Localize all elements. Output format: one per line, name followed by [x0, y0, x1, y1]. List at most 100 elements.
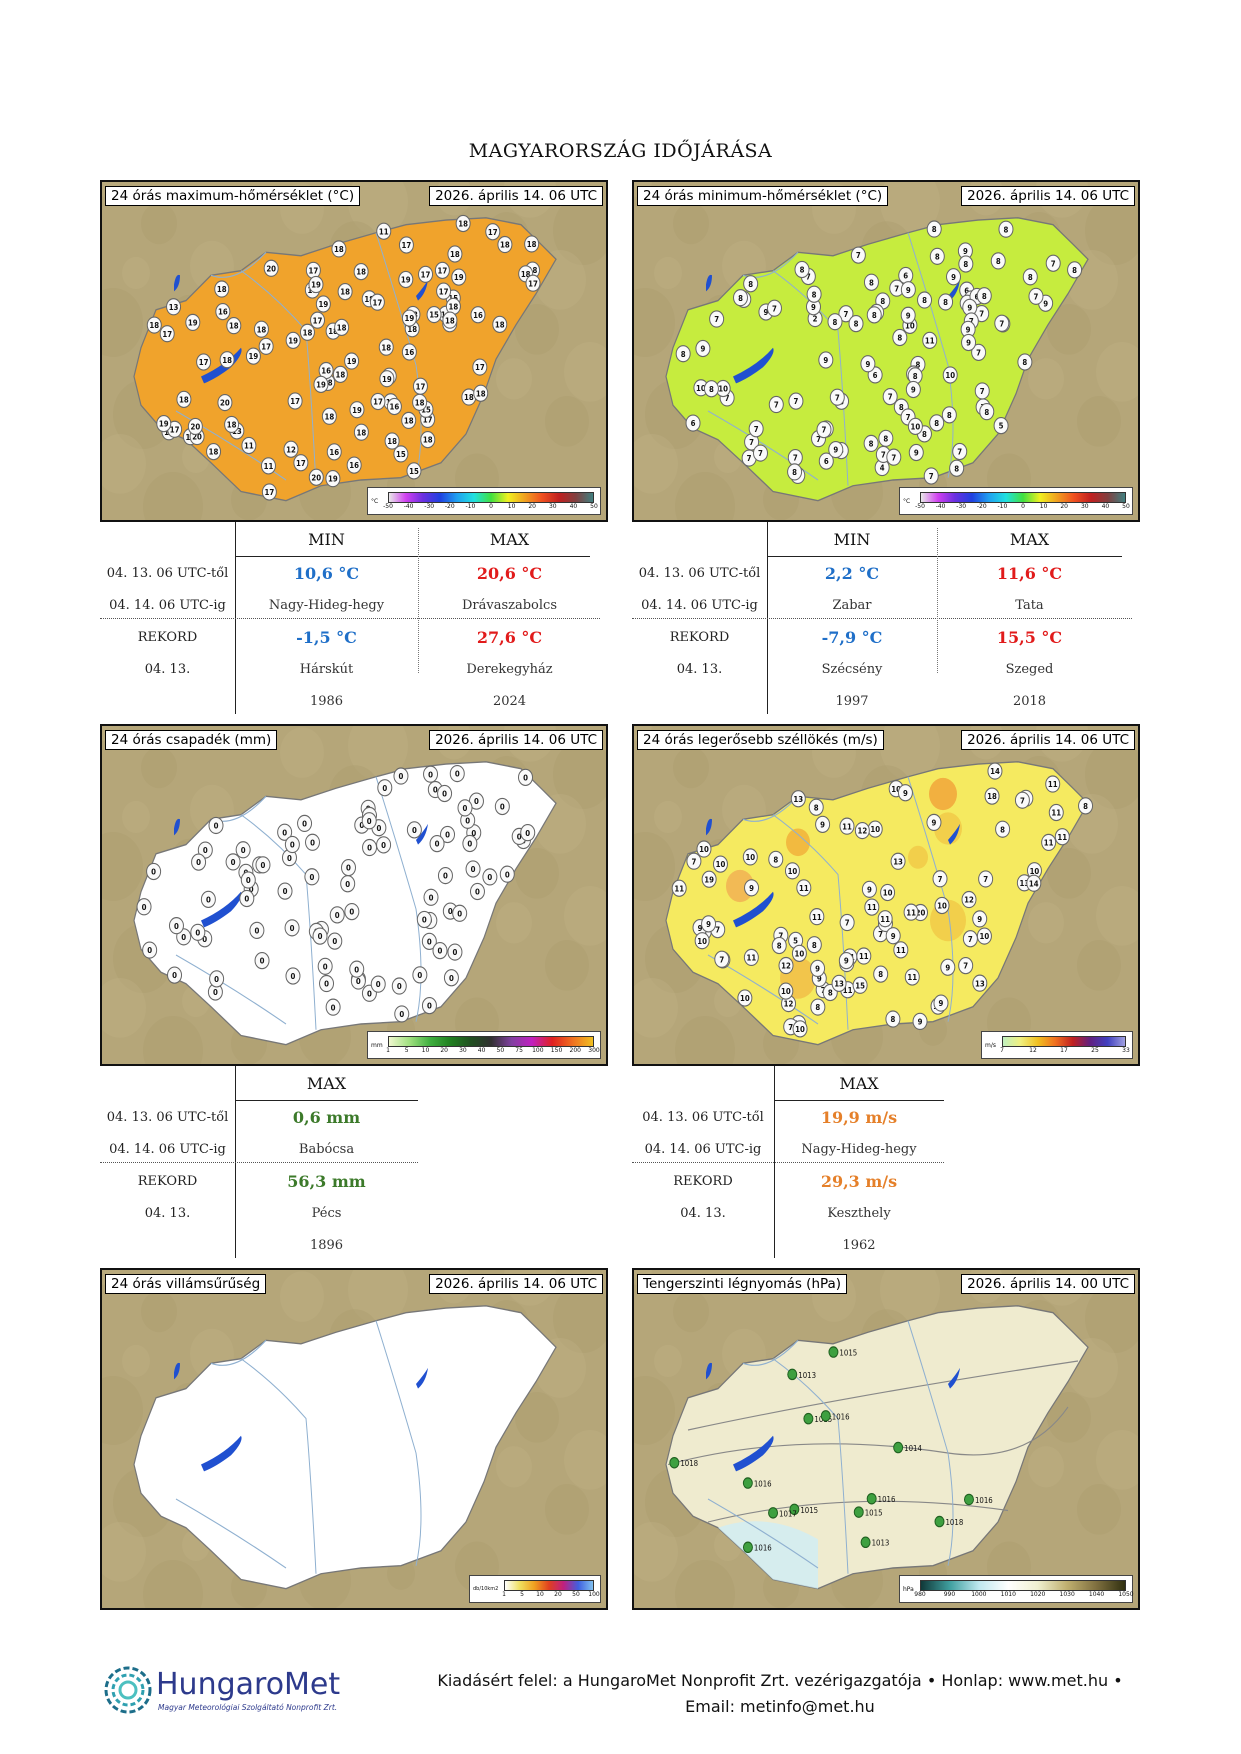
station-marker: 11 — [1045, 775, 1061, 793]
station-marker: 0 — [440, 825, 456, 844]
terrain-shade — [348, 1270, 408, 1325]
station-dot — [861, 880, 877, 898]
station-dot — [695, 339, 711, 358]
station-value: 8 — [773, 855, 778, 865]
station-value: 1016 — [878, 1495, 896, 1505]
station-value: 8 — [982, 291, 987, 301]
station-marker: 0 — [190, 923, 206, 941]
lake-tisza — [948, 279, 960, 301]
station-marker: 8 — [794, 260, 810, 279]
station-marker: 7 — [709, 310, 725, 328]
station-marker: 8 — [675, 345, 691, 363]
station-value: 0 — [246, 876, 251, 886]
station-value: 0 — [433, 785, 438, 795]
station-dot — [253, 320, 269, 338]
station-dot — [197, 841, 213, 859]
station-value: 6 — [873, 371, 878, 381]
river — [175, 410, 287, 481]
station-marker: 17 — [398, 236, 414, 254]
station-value: 18 — [357, 428, 367, 438]
map-title: 24 órás legerősebb széllökés (m/s) — [637, 730, 884, 750]
station-marker: 11 — [856, 947, 872, 965]
station-marker: 7 — [962, 930, 978, 948]
station-marker: 18 — [473, 384, 489, 402]
station-dot — [313, 375, 329, 393]
river — [175, 1498, 287, 1569]
station-dot — [934, 896, 950, 915]
station-value: 18 — [325, 412, 335, 422]
station-value: 17 — [290, 397, 300, 407]
station-dot — [743, 948, 759, 967]
legend-unit: mm — [371, 1042, 383, 1049]
terrain-shade — [880, 1270, 940, 1325]
max-header: MAX — [489, 530, 530, 549]
station-value: 9 — [865, 359, 870, 369]
station-dot — [497, 235, 513, 254]
station-dot — [929, 414, 945, 432]
station-dot — [784, 862, 800, 880]
station-marker: 0 — [437, 784, 453, 803]
station-dot — [284, 835, 300, 854]
station-value: 9 — [764, 308, 769, 318]
station-value: 0 — [142, 902, 147, 912]
station-marker: 9 — [900, 281, 916, 299]
record-label: REKORD — [137, 630, 198, 645]
lake-balaton — [201, 347, 242, 384]
station-value: 0 — [455, 769, 460, 779]
station-value: 9 — [966, 338, 971, 348]
station-value: 0 — [453, 948, 458, 958]
lake-balaton — [733, 1435, 774, 1472]
station-dot — [791, 944, 807, 962]
station-value: 8 — [934, 419, 939, 429]
max-header: MAX — [839, 1074, 879, 1093]
station-value: 0 — [261, 860, 266, 870]
station-marker: 1014 — [893, 1441, 922, 1454]
station-dot — [299, 323, 315, 341]
station-dot — [792, 1020, 808, 1038]
low-pressure-area — [718, 1521, 818, 1589]
station-value: 9 — [700, 344, 705, 354]
legend-unit: db/10km2 — [473, 1586, 499, 1592]
lightning-density-map: 24 órás villámsűrűség 2026. április 14. … — [100, 1268, 608, 1610]
station-dot — [820, 1410, 831, 1422]
station-marker: 0 — [317, 957, 333, 975]
station-dot — [1028, 287, 1044, 305]
station-value: 8 — [954, 464, 959, 474]
station-value: 1018 — [945, 1518, 963, 1528]
station-marker: 17 — [370, 392, 386, 411]
lake-tisza — [948, 1367, 960, 1389]
station-marker: 18 — [334, 318, 350, 336]
station-dot — [803, 1412, 814, 1425]
station-dot — [146, 862, 162, 881]
station-marker: 0 — [235, 841, 251, 859]
max-header: MAX — [1009, 530, 1050, 549]
station-marker: 19 — [325, 470, 341, 488]
station-value: 19 — [328, 474, 338, 484]
page-title: MAGYARORSZÁG IDŐJÁRÁSA — [468, 140, 773, 162]
legend-tick: 1 — [502, 1591, 506, 1598]
station-dot — [815, 815, 831, 833]
terrain-shade — [634, 978, 678, 1038]
record-date: 04. 13. — [144, 1206, 191, 1221]
station-marker: 8 — [1078, 797, 1094, 815]
station-marker: 9 — [905, 380, 921, 399]
station-value: 8 — [681, 349, 686, 359]
station-value: 9 — [833, 445, 838, 455]
station-marker: 8 — [990, 252, 1006, 270]
station-value: 8 — [922, 296, 927, 306]
station-dot — [494, 797, 510, 816]
terrain-shade — [1028, 902, 1064, 944]
station-value: 1016 — [754, 1543, 772, 1553]
station-value: 0 — [505, 870, 510, 880]
terrain-shade — [102, 1522, 146, 1582]
station-value: 17 — [373, 397, 383, 407]
station-marker: 7 — [788, 392, 804, 410]
station-value: 19 — [704, 875, 714, 885]
station-marker: 8 — [873, 965, 889, 983]
station-dot — [789, 1503, 800, 1516]
station-dot — [214, 280, 230, 298]
station-value: 7 — [754, 424, 759, 434]
station-value: 18 — [149, 321, 159, 331]
station-value: 0 — [448, 907, 453, 917]
